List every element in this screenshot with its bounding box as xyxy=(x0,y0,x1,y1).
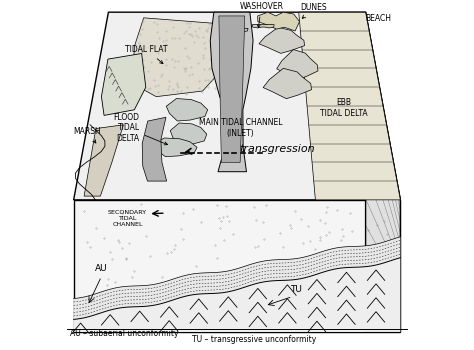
Polygon shape xyxy=(259,27,305,53)
Polygon shape xyxy=(365,12,401,332)
Polygon shape xyxy=(277,50,318,80)
Text: TU: TU xyxy=(290,285,302,294)
Text: BEACH: BEACH xyxy=(365,14,391,23)
Text: EBB
TIDAL DELTA: EBB TIDAL DELTA xyxy=(320,98,368,118)
Polygon shape xyxy=(299,12,401,200)
Polygon shape xyxy=(73,258,401,332)
Polygon shape xyxy=(73,237,401,320)
Polygon shape xyxy=(258,12,300,31)
Text: FLOOD
TIDAL
DELTA: FLOOD TIDAL DELTA xyxy=(114,113,167,145)
Polygon shape xyxy=(132,18,223,97)
Polygon shape xyxy=(210,12,253,172)
Text: WASHOVER: WASHOVER xyxy=(239,2,283,28)
Polygon shape xyxy=(226,28,248,32)
Text: AU – subaerial unconformity: AU – subaerial unconformity xyxy=(70,329,179,338)
Polygon shape xyxy=(219,16,245,162)
Polygon shape xyxy=(166,99,208,121)
Text: TU – transgressive unconformity: TU – transgressive unconformity xyxy=(192,335,316,344)
Polygon shape xyxy=(84,125,123,196)
Text: SECONDARY
TIDAL
CHANNEL: SECONDARY TIDAL CHANNEL xyxy=(108,210,147,227)
Text: DUNES: DUNES xyxy=(300,4,327,18)
Polygon shape xyxy=(73,200,401,332)
Polygon shape xyxy=(252,25,274,28)
Text: MARSH: MARSH xyxy=(73,127,101,143)
Text: MAIN TIDAL CHANNEL
(INLET): MAIN TIDAL CHANNEL (INLET) xyxy=(199,118,282,138)
Polygon shape xyxy=(154,138,197,157)
Text: transgression: transgression xyxy=(239,145,315,154)
Text: AU: AU xyxy=(95,264,108,273)
Polygon shape xyxy=(142,117,167,181)
Polygon shape xyxy=(170,123,207,145)
Polygon shape xyxy=(263,68,311,99)
Polygon shape xyxy=(101,54,146,116)
Text: TIDAL FLAT: TIDAL FLAT xyxy=(126,45,168,64)
Polygon shape xyxy=(73,12,401,200)
